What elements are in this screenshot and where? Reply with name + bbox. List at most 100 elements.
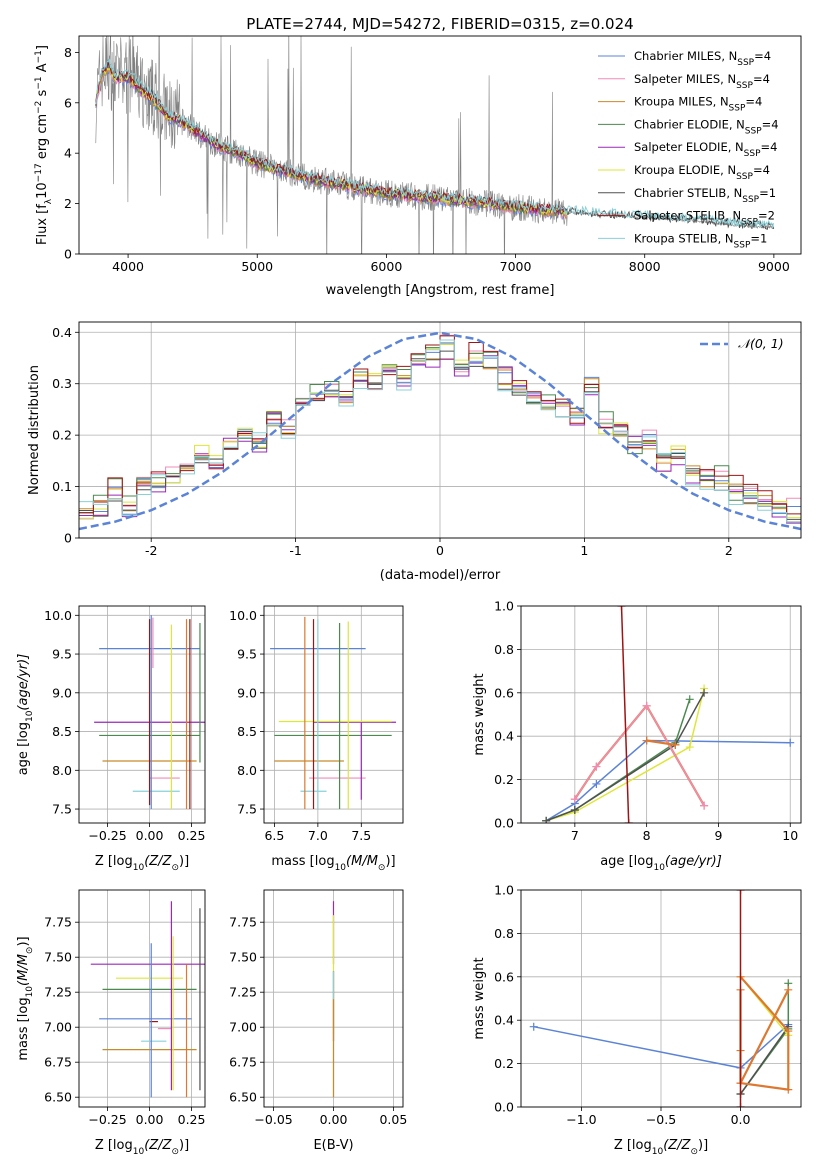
plot-age-vs-Z: −0.25 0.00 0.257.58.08.59.09.510.0Z [log10… (16, 605, 206, 873)
legend-label-text: Chabrier MILES, N (634, 49, 737, 63)
label-part: ⊙ (378, 863, 386, 873)
weight-line-5 (574, 704, 705, 806)
legend-label-suffix: =1 (759, 186, 776, 200)
label-part: 10 (25, 986, 35, 998)
x-tick-label: 0 (436, 543, 444, 558)
x-tick-label: 0.00 (136, 1112, 164, 1127)
y-tick-label: 8 (64, 45, 72, 60)
legend-label-sub: SSP (736, 172, 753, 182)
legend-label-sub: SSP (742, 195, 759, 205)
label-part: age [log (16, 722, 31, 775)
y-tick-label: 7.5 (52, 802, 72, 817)
y-tick-label: 7.5 (237, 802, 257, 817)
y-tick-label: 7.75 (229, 915, 257, 930)
y-tick-label: 7.25 (229, 985, 257, 1000)
plot-mass-vs-Z: −0.25 0.00 0.25 6.50 6.75 7.00 7.25 7.50 7.75 Z [… (16, 889, 206, 1157)
label-part: Z [log (95, 854, 133, 869)
label-part: ⊙ (171, 863, 179, 873)
plot-mass-vs-ebv: −0.05 0.00 0.05 6.50 6.75 7.00 7.25 7.50 7.75 E(B… (229, 889, 407, 1153)
weight-line-5 (739, 989, 790, 1084)
legend-label-text: Chabrier STELIB, N (634, 186, 742, 200)
hist-step-6 (79, 350, 801, 520)
y-axis-label: Flux [fλ10−17 erg cm−2 s−1 A−1] (34, 45, 54, 245)
legend-label: Salpeter ELODIE, NSSP=4 (634, 140, 777, 159)
weight-marker (592, 779, 601, 788)
weight-line-4 (739, 976, 790, 1091)
plot-residuals: -2 -1 0 1 2 0 0.1 0.2 0.3 0.4 𝒩(0, 1) (data-model)/… (27, 321, 802, 583)
y-tick-label: 6 (64, 95, 72, 110)
legend-label-suffix: =4 (762, 117, 779, 131)
weight-marker (736, 1103, 745, 1107)
y-tick-label: 0 (64, 531, 72, 546)
y-label-part: −17 (34, 163, 44, 182)
legend-label-sub: SSP (741, 218, 758, 228)
plot-frame (263, 605, 404, 824)
weight-marker (570, 805, 579, 814)
y-tick-label: 7.50 (44, 950, 72, 965)
label-part: 10 (335, 863, 347, 873)
x-tick-label: −0.05 (254, 1112, 292, 1127)
y-tick-label: 8.5 (52, 724, 72, 739)
y-tick-label: 0.6 (494, 685, 514, 700)
weight-line-4 (573, 703, 706, 807)
y-axis-label: age [log10(age/yr)] (16, 654, 35, 776)
y-tick-label: 7.50 (229, 950, 257, 965)
spectrum-model-line-4 (95, 65, 568, 216)
x-tick-label: 0.25 (178, 1112, 206, 1127)
label-part: age [log (600, 854, 653, 869)
plot-spectrum: 4000 5000 6000 7000 8000 9000 0 2 4 6 8 Chabrier MI… (34, 35, 802, 298)
x-tick-label: 1 (580, 543, 588, 558)
y-tick-label: 0.1 (52, 479, 72, 494)
weight-marker (642, 736, 651, 745)
x-tick-label: 0.0 (731, 1112, 751, 1127)
x-tick-label: -1 (289, 543, 301, 558)
label-part: ⊙ (690, 1147, 698, 1157)
spectrum-model-line-8 (95, 58, 775, 229)
y-tick-label: 1.0 (494, 599, 514, 614)
y-axis-label: mass [log10(M/M⊙)] (16, 936, 35, 1060)
x-tick-label: 0.25 (178, 828, 206, 843)
x-tick-label: 9000 (758, 259, 790, 274)
legend-label-text: Kroupa MILES, N (634, 95, 729, 109)
y-tick-label: 10.0 (44, 608, 72, 623)
x-tick-label: 0.05 (379, 1112, 407, 1127)
y-label-part: λ (44, 198, 54, 204)
y-label-part: s (35, 89, 50, 100)
weight-marker (784, 1027, 793, 1036)
legend-label: Chabrier ELODIE, NSSP=4 (634, 117, 779, 136)
x-tick-label: 4000 (112, 259, 144, 274)
label-part: (Z/Z (144, 1138, 172, 1153)
x-axis-label: (data-model)/error (380, 568, 501, 583)
x-tick-label: 5000 (241, 259, 273, 274)
x-axis-label: Z [log10(Z/Z⊙)] (95, 1138, 189, 1157)
weight-marker (786, 738, 795, 747)
y-tick-label: 6.50 (44, 1090, 72, 1105)
y-tick-label: 0.0 (494, 816, 514, 831)
label-part: )] (385, 854, 395, 869)
legend-label-text: Salpeter STELIB, N (634, 209, 741, 223)
y-tick-label: 0.2 (52, 428, 72, 443)
x-axis-label: Z [log10(Z/Z⊙)] (614, 1138, 708, 1157)
label-part: (M/M (16, 954, 31, 986)
hist-lines (79, 331, 801, 531)
y-label-part: ] (35, 45, 50, 50)
label-part: 10 (652, 1147, 664, 1157)
legend-label: Kroupa MILES, NSSP=4 (634, 95, 762, 114)
x-tick-label: −1.0 (566, 1112, 596, 1127)
weight-line-1 (545, 688, 705, 822)
y-tick-label: 0.2 (494, 1056, 514, 1071)
label-part: ⊙ (25, 947, 35, 955)
label-part: 10 (25, 710, 35, 722)
plot-mass-weight-vs-Z: −1.0 −0.5 0.0 0.0 0.2 0.4 0.6 0.8 1.0 Z [log10(Z/… (472, 883, 802, 1157)
legend-label: Chabrier STELIB, NSSP=1 (634, 186, 776, 205)
spectrum-model-line-5 (95, 66, 568, 216)
weight-marker (624, 819, 633, 823)
y-label-part: −2 (34, 101, 44, 114)
y-tick-label: 6.75 (229, 1055, 257, 1070)
y-tick-label: 0.2 (494, 772, 514, 787)
y-tick-label: 8.0 (52, 763, 72, 778)
weight-marker (529, 1022, 538, 1031)
plot-frame (263, 889, 404, 1108)
